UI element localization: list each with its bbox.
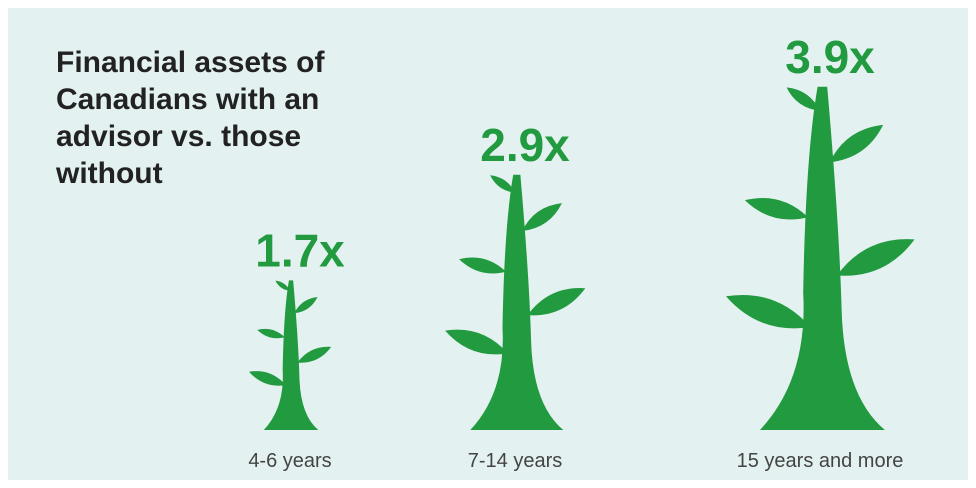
leaf (527, 288, 586, 316)
x-tick-label: 4-6 years (248, 450, 331, 472)
leaf (257, 328, 285, 339)
leaf (249, 371, 286, 386)
leaf (786, 87, 820, 111)
leaf (294, 296, 318, 314)
leaf (275, 280, 290, 291)
value-label: 1.7x (255, 224, 345, 276)
leaf (445, 329, 508, 355)
tree (725, 86, 915, 431)
x-tick-label: 15 years and more (737, 450, 904, 472)
tree (445, 174, 586, 430)
value-label: 2.9x (480, 119, 570, 171)
leaf (459, 257, 507, 274)
trunk (759, 86, 885, 431)
leaf (829, 124, 884, 163)
leaf (836, 239, 915, 276)
tree (249, 280, 332, 430)
trunk (470, 174, 564, 430)
x-tick-label: 7-14 years (468, 450, 563, 472)
leaf (490, 175, 515, 193)
chart-title: Financial assets of Canadians with an ad… (56, 46, 325, 190)
value-label: 3.9x (785, 31, 875, 83)
trunk (263, 280, 319, 430)
leaf (297, 346, 332, 363)
leaf (522, 203, 562, 231)
leaf (725, 295, 811, 329)
leaf (744, 198, 808, 220)
